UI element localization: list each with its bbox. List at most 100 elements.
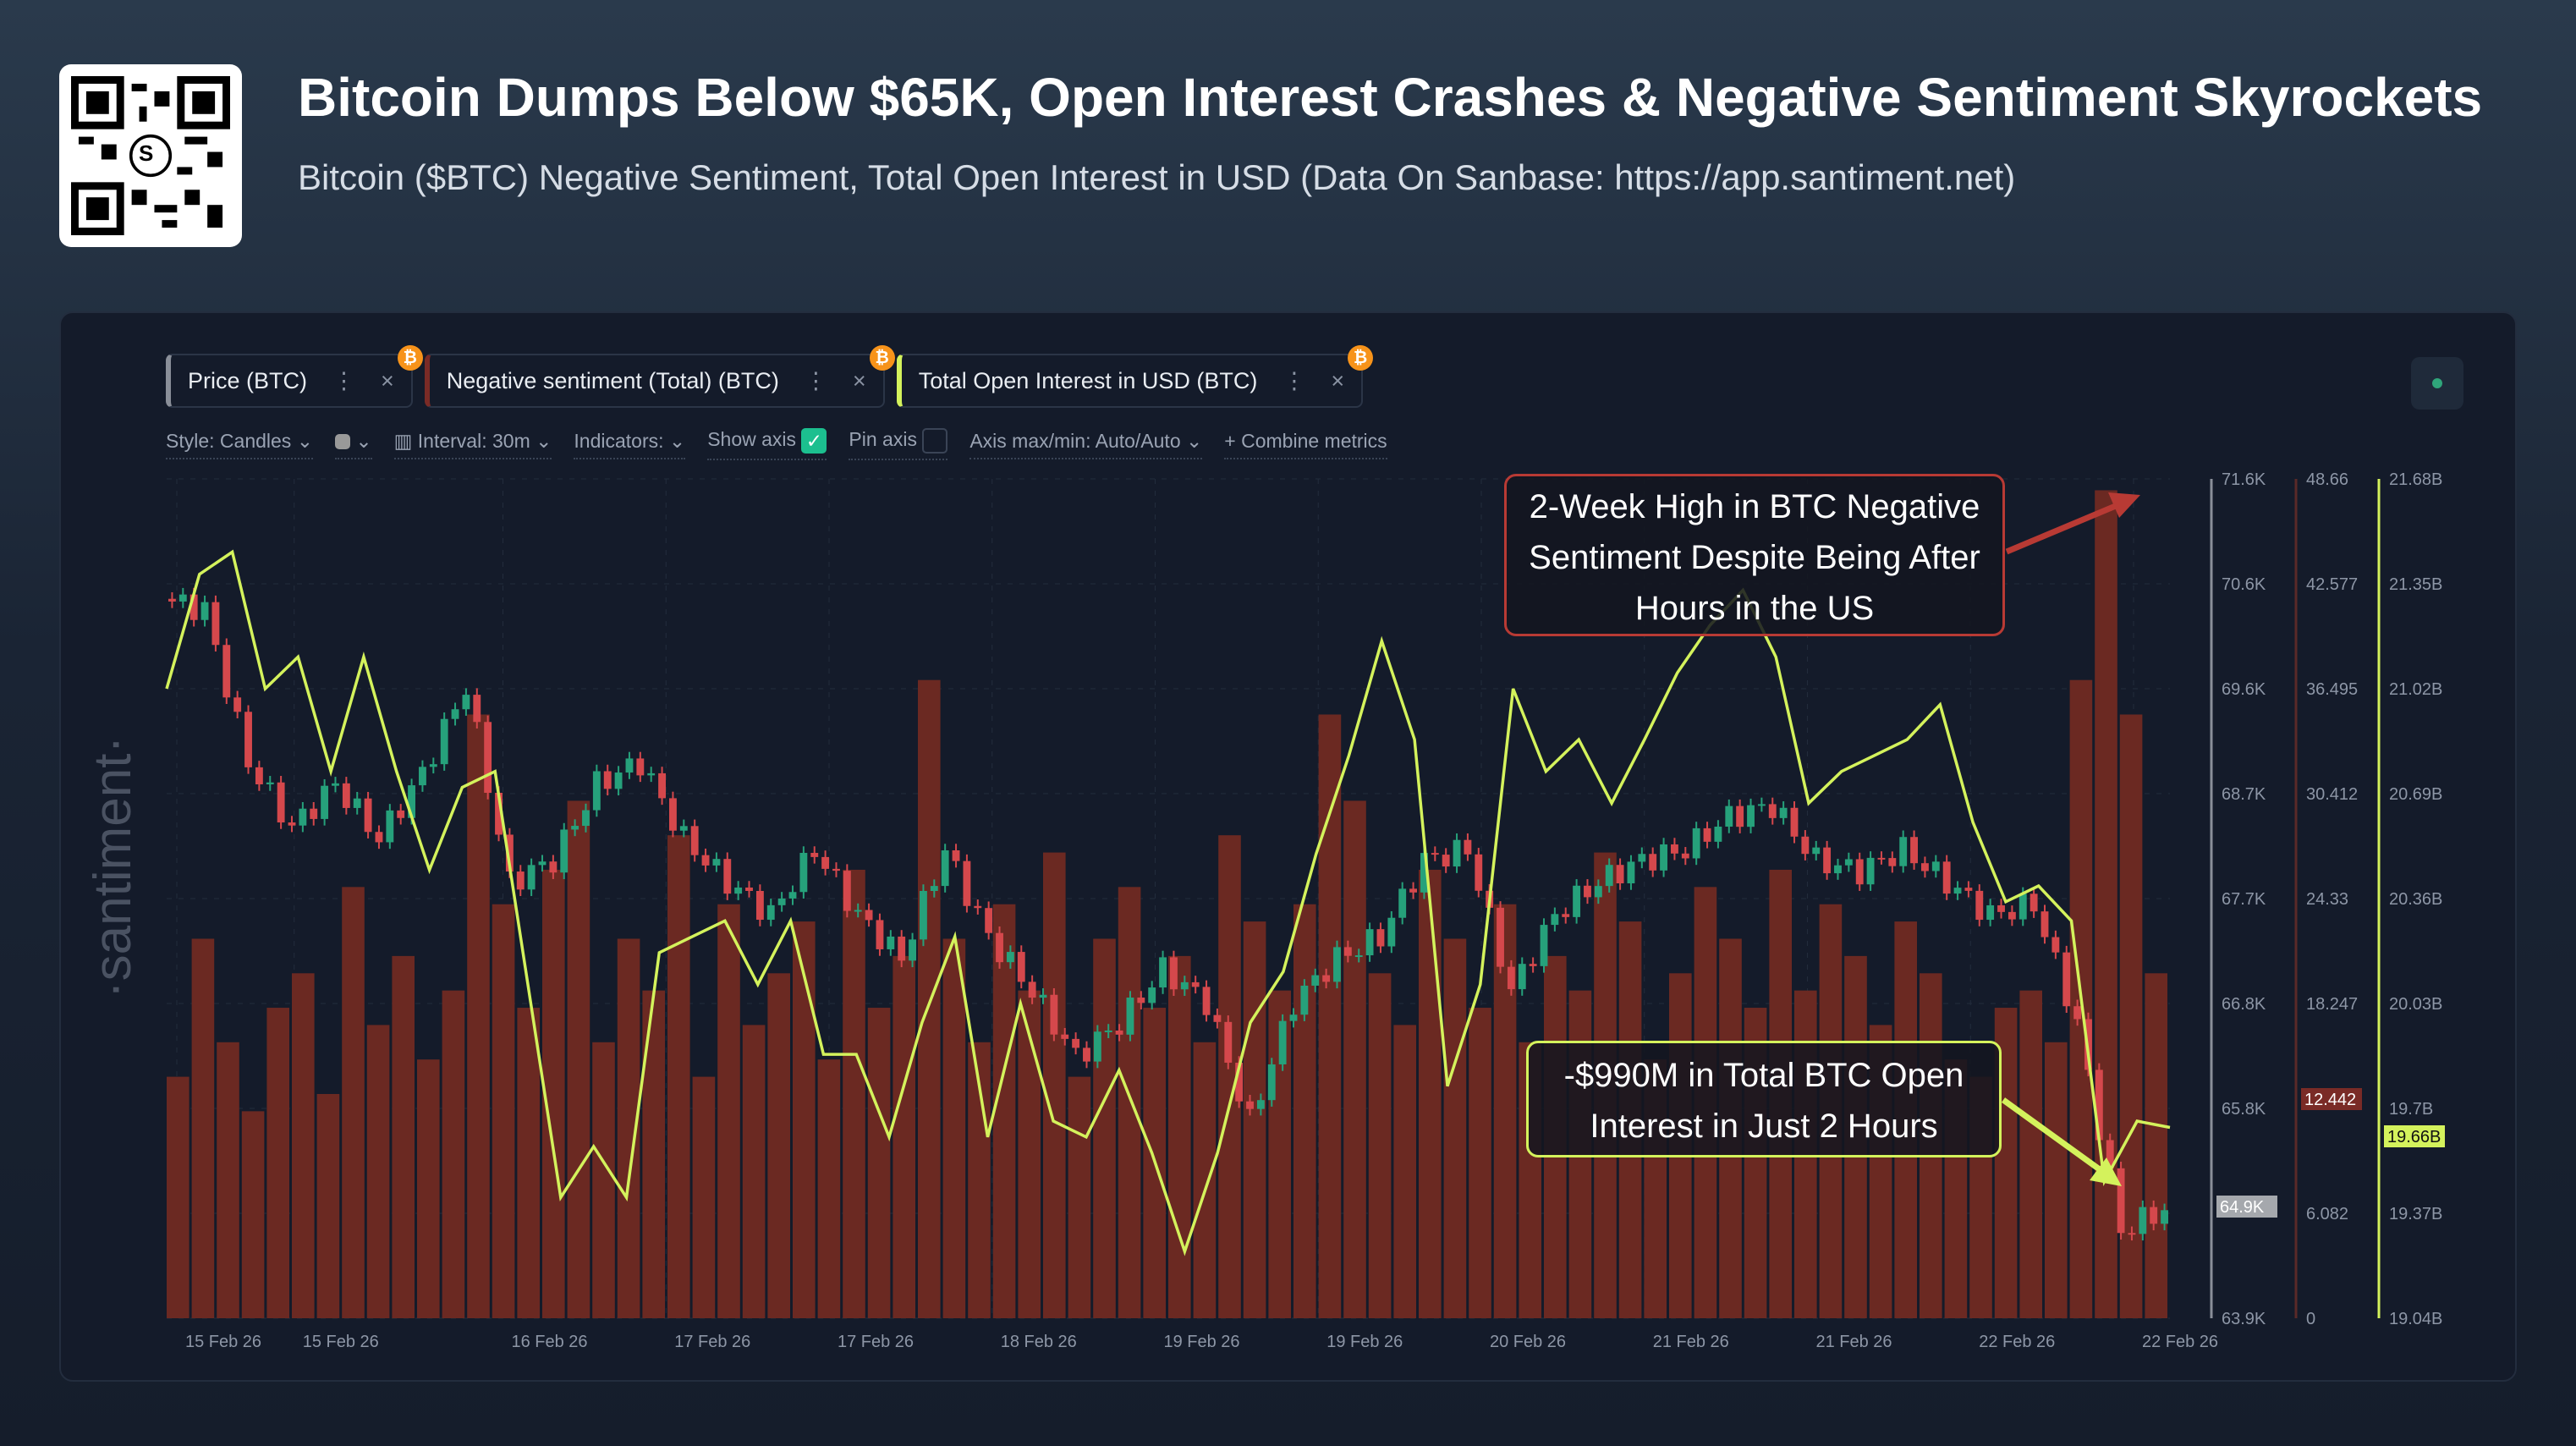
sentiment-bar <box>366 1025 390 1318</box>
close-icon[interactable]: × <box>1331 367 1345 393</box>
price-candle <box>690 826 699 855</box>
interval-dropdown[interactable]: ▥ Interval: 30m ⌄ <box>393 429 552 459</box>
y-tick-label: 69.6K <box>2222 680 2266 699</box>
sentiment-bar <box>2045 1042 2068 1318</box>
metric-tabs: Price (BTC) ⋮ × ₿ Negative sentiment (Total… <box>166 345 1374 408</box>
price-candle <box>1616 865 1624 883</box>
y-tick-label: 20.36B <box>2389 890 2442 909</box>
tab-negative-sentiment[interactable]: Negative sentiment (Total) (BTC) ⋮ × ₿ <box>424 345 895 408</box>
x-tick-label: 19 Feb 26 <box>1163 1333 1239 1351</box>
price-candle <box>1365 929 1374 956</box>
pin-axis-toggle[interactable]: Pin axis <box>849 428 948 460</box>
x-tick-label: 20 Feb 26 <box>1490 1333 1566 1351</box>
more-icon[interactable]: ⋮ <box>332 367 355 393</box>
y-tick-label: 70.6K <box>2222 575 2266 594</box>
price-candle <box>1464 839 1472 855</box>
y-tick-label: 67.7K <box>2222 890 2266 909</box>
combine-metrics-button[interactable]: + Combine metrics <box>1224 430 1387 459</box>
price-candle <box>1649 854 1657 871</box>
x-tick-label: 18 Feb 26 <box>1001 1333 1077 1351</box>
price-candle <box>1692 827 1700 859</box>
price-candle <box>1311 975 1320 986</box>
sentiment-bar <box>241 1111 265 1318</box>
qr-code: S <box>59 64 242 247</box>
sentiment-bar <box>292 973 315 1318</box>
price-candle <box>777 898 786 905</box>
price-candle <box>1072 1038 1080 1048</box>
price-candle <box>1409 888 1417 893</box>
price-candle <box>582 810 590 827</box>
price-candle <box>408 785 415 818</box>
price-candle <box>876 920 884 949</box>
tab-open-interest[interactable]: Total Open Interest in USD (BTC) ⋮ × ₿ <box>896 345 1374 408</box>
sentiment-bar <box>1419 869 1442 1318</box>
price-candle <box>233 697 242 712</box>
price-candle <box>985 908 993 933</box>
close-icon[interactable]: × <box>852 367 866 393</box>
price-candle <box>332 783 339 786</box>
price-candle <box>603 771 612 789</box>
x-tick-label: 16 Feb 26 <box>511 1333 587 1351</box>
calendar-icon: ▥ <box>393 429 413 452</box>
x-tick-label: 15 Feb 26 <box>303 1333 379 1351</box>
y-tick-label: 21.68B <box>2389 470 2442 489</box>
price-candle <box>941 849 949 887</box>
sentiment-bar <box>1093 938 1116 1318</box>
x-tick-label: 22 Feb 26 <box>2142 1333 2218 1351</box>
price-candle <box>1551 914 1559 926</box>
price-candle <box>1115 1030 1123 1035</box>
checkbox-unchecked-icon[interactable] <box>922 428 948 454</box>
price-candle <box>788 892 797 899</box>
more-icon[interactable]: ⋮ <box>1283 367 1306 393</box>
price-candle <box>2040 911 2049 937</box>
price-candle <box>2029 893 2038 912</box>
color-dropdown[interactable]: ⌄ <box>334 430 372 459</box>
price-candle <box>1757 804 1766 806</box>
style-dropdown[interactable]: Style: Candles ⌄ <box>166 430 313 459</box>
y-tick-label: 21.02B <box>2389 680 2442 699</box>
price-candle <box>495 792 503 835</box>
sentiment-bar <box>942 938 966 1318</box>
sentiment-bar <box>1343 800 1366 1318</box>
price-candle <box>679 826 688 831</box>
close-icon[interactable]: × <box>381 367 394 393</box>
price-candle <box>1725 805 1733 827</box>
price-candle <box>701 855 710 866</box>
price-candle <box>614 772 623 789</box>
price-candle <box>429 764 437 767</box>
price-candle <box>310 808 318 819</box>
price-candle <box>1006 952 1014 963</box>
sentiment-bar <box>2095 490 2117 1318</box>
axis-maxmin-dropdown[interactable]: Axis max/min: Auto/Auto ⌄ <box>969 430 1203 459</box>
checkbox-checked-icon[interactable]: ✓ <box>801 428 827 454</box>
sentiment-bar <box>692 1076 716 1318</box>
price-candle <box>1866 857 1875 885</box>
price-candle <box>1921 863 1929 871</box>
indicators-dropdown[interactable]: Indicators: ⌄ <box>574 430 686 459</box>
price-candle <box>1888 858 1897 866</box>
sentiment-bar <box>392 955 415 1318</box>
x-tick-label: 17 Feb 26 <box>674 1333 750 1351</box>
status-button[interactable] <box>2411 357 2463 410</box>
more-icon[interactable]: ⋮ <box>804 367 827 393</box>
price-candle <box>734 887 743 894</box>
price-candle <box>1964 888 1973 891</box>
price-candle <box>1736 805 1744 827</box>
price-candle <box>1844 859 1853 866</box>
price-candle <box>2062 952 2071 1007</box>
price-candle <box>723 859 732 894</box>
price-candle <box>1703 827 1711 842</box>
price-candle <box>1050 994 1058 1035</box>
price-candle <box>755 890 764 921</box>
price-candle <box>658 772 666 799</box>
y-tick-label: 19.7B <box>2389 1100 2433 1119</box>
tab-price[interactable]: Price (BTC) ⋮ × ₿ <box>166 345 423 408</box>
price-candle <box>898 936 906 961</box>
price-candle <box>821 856 830 869</box>
sentiment-bar <box>417 1059 440 1318</box>
sentiment-bar <box>867 1008 891 1318</box>
price-candle <box>1497 907 1504 967</box>
bitcoin-icon: ₿ <box>869 345 895 371</box>
show-axis-toggle[interactable]: Show axis ✓ <box>707 428 827 460</box>
